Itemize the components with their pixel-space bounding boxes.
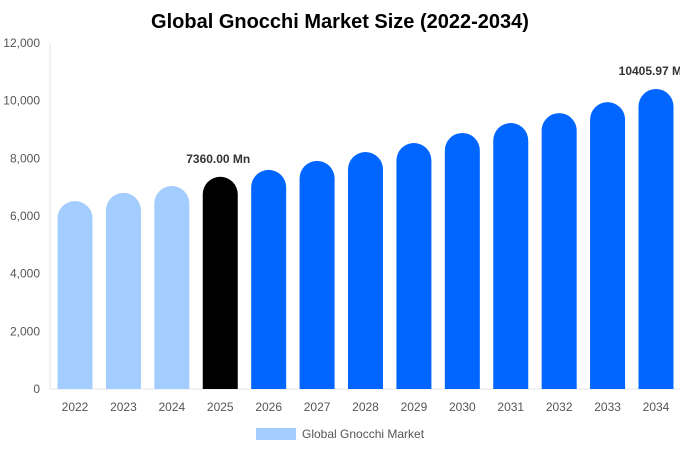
x-tick-label: 2023: [110, 400, 137, 414]
y-tick-label: 0: [33, 382, 40, 396]
bar-2024[interactable]: [154, 186, 190, 389]
bar-2028[interactable]: [348, 151, 383, 389]
bar-2023[interactable]: [105, 192, 141, 389]
y-tick-label: 2,000: [10, 324, 40, 338]
x-tick-label: 2022: [62, 400, 89, 414]
bar-2025[interactable]: [202, 176, 238, 389]
bar-2033[interactable]: [590, 102, 626, 389]
y-tick-label: 6,000: [10, 209, 40, 223]
bar-2022[interactable]: [57, 201, 93, 389]
x-tick-label: 2025: [207, 400, 234, 414]
data-label: 10405.97 Mn: [619, 64, 680, 78]
chart-title: Global Gnocchi Market Size (2022-2034): [151, 11, 529, 33]
x-tick-label: 2027: [304, 400, 331, 414]
x-tick-label: 2030: [449, 400, 476, 414]
x-tick-label: 2031: [497, 400, 524, 414]
y-tick-label: 4,000: [10, 267, 40, 281]
bar-2032[interactable]: [541, 113, 577, 389]
y-tick-label: 8,000: [10, 151, 40, 165]
x-tick-label: 2033: [594, 400, 621, 414]
x-tick-label: 2024: [158, 400, 185, 414]
x-tick-label: 2032: [546, 400, 573, 414]
legend[interactable]: Global Gnocchi Market: [256, 427, 425, 441]
bar-2030[interactable]: [444, 132, 480, 389]
x-tick-label: 2034: [643, 400, 670, 414]
legend-swatch: [256, 428, 296, 440]
bar-2029[interactable]: [396, 143, 432, 389]
data-label: 7360.00 Mn: [186, 152, 250, 166]
x-tick-label: 2029: [401, 400, 428, 414]
bar-2031[interactable]: [493, 123, 529, 389]
bar-2026[interactable]: [251, 169, 287, 389]
bar-2034[interactable]: [638, 88, 674, 390]
legend-label: Global Gnocchi Market: [302, 427, 425, 441]
x-tick-label: 2026: [255, 400, 282, 414]
y-tick-label: 12,000: [3, 36, 40, 50]
bar-2027[interactable]: [299, 160, 335, 389]
y-tick-label: 10,000: [3, 94, 40, 108]
x-tick-label: 2028: [352, 400, 379, 414]
